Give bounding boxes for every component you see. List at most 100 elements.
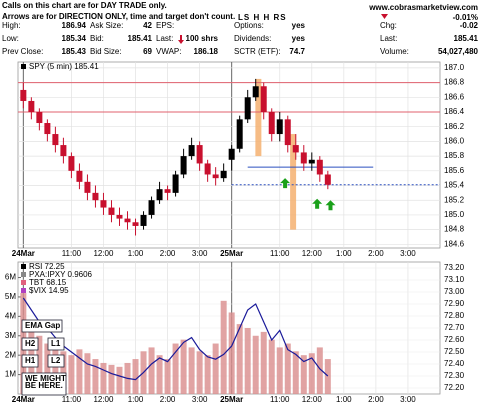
x-tick-label: 3:00 (400, 395, 416, 404)
x-tick-label: 1:00 (336, 249, 352, 258)
stat-value: 185.41 (454, 34, 479, 43)
x-tick-label: 12:00 (93, 395, 114, 404)
stat-value: 54,027,480 (438, 47, 479, 56)
y-tick-label: 186.4 (444, 107, 465, 116)
stat-label: SCTR (ETF): (234, 47, 281, 56)
y-tick-label: 4M (5, 311, 16, 320)
x-tick-label: 11:00 (62, 395, 82, 404)
y-tick-label: 186.2 (444, 122, 465, 131)
volume-bar (252, 335, 259, 394)
candle-body (188, 145, 195, 157)
legend-text: SPY (5 min) 185.41 (29, 62, 99, 71)
y2-tick-label: 72.20 (444, 383, 465, 392)
candle-body (292, 145, 299, 153)
candle-body (252, 86, 259, 98)
x-tick-label: 12:00 (93, 249, 114, 258)
candle-body (236, 119, 243, 149)
legend-swatch (21, 272, 26, 277)
volume-bar (100, 362, 107, 394)
stat-value: 185.43 (62, 47, 87, 56)
volume-bar (116, 366, 123, 394)
legend-swatch (21, 64, 26, 69)
y2-tick-label: 73.00 (444, 287, 465, 296)
stat-label: EPS: (156, 21, 174, 30)
y-tick-label: 184.8 (444, 225, 465, 234)
stat-value: 69 (143, 47, 152, 56)
x-tick-label: 1:00 (128, 395, 144, 404)
volume-bar (212, 343, 219, 394)
stat-label: Chg: (380, 21, 397, 30)
candle-body (108, 207, 115, 215)
stat-label: Prev Close: (2, 47, 43, 56)
annotation-text: H2 (25, 339, 36, 348)
y2-tick-label: 72.70 (444, 323, 465, 332)
annotation-box (21, 354, 39, 368)
x-tick-label: 11:00 (270, 249, 290, 258)
candle-body (92, 192, 99, 201)
y-tick-label: 185.0 (444, 210, 465, 219)
candle-body (116, 214, 123, 219)
candle-body (268, 111, 275, 135)
candle-body (276, 119, 283, 135)
candle-body (68, 156, 75, 171)
candle-body (228, 148, 235, 160)
candle-body (196, 145, 203, 164)
y-tick-label: 186.0 (444, 137, 465, 146)
x-tick-label: 11:00 (270, 395, 290, 404)
candle-body (60, 145, 67, 157)
legend-swatch (21, 264, 26, 269)
x-tick-label: 11:00 (62, 249, 82, 258)
x-tick-label: 3:00 (400, 249, 416, 258)
x-tick-label: 2:00 (160, 249, 176, 258)
stat-value: 74.7 (289, 47, 305, 56)
candle-body (308, 159, 315, 164)
y2-tick-label: 72.40 (444, 359, 465, 368)
down-arrow (178, 35, 184, 44)
legend-text: RSI 72.25 (29, 262, 65, 271)
legend-text: TBT 68.15 (29, 278, 67, 287)
change-pct: -0.01% (453, 13, 478, 22)
volume-bar (236, 324, 243, 394)
candle-body (300, 152, 307, 164)
candle-body (220, 170, 227, 179)
volume-bar (204, 355, 211, 394)
candle-body (260, 86, 267, 112)
volume-bar (180, 339, 187, 394)
candle-body (244, 97, 251, 120)
volume-bar (260, 331, 267, 394)
annotation-text: WE MIGHT BE HERE. (25, 374, 66, 390)
y-tick-label: 186.8 (444, 78, 465, 87)
x-tick-label: 2:00 (160, 395, 176, 404)
annotation-text: H1 (25, 356, 36, 365)
volume-bar (284, 343, 291, 394)
stat-value: 186.18 (194, 47, 219, 56)
volume-bar (76, 349, 83, 394)
volume-bar (228, 312, 235, 394)
volume-bar (268, 339, 275, 394)
y2-tick-label: 72.50 (444, 347, 465, 356)
candle-body (316, 159, 323, 175)
volume-bar (84, 353, 91, 394)
candle-body (36, 111, 43, 124)
volume-bar (292, 351, 299, 394)
y-tick-label: 186.6 (444, 92, 465, 101)
line-series (22, 297, 329, 381)
volume-bar (108, 364, 115, 394)
annotation-text: L1 (51, 339, 61, 348)
y2-tick-label: 72.80 (444, 311, 465, 320)
highlight-bar (255, 78, 262, 157)
candle-body (164, 189, 171, 193)
notice-text: Calls on this chart are for DAY TRADE on… (2, 1, 167, 10)
annotation-box (47, 337, 65, 351)
candle-body (52, 134, 59, 146)
y2-tick-label: 73.10 (444, 275, 465, 284)
stat-value: -0.02 (460, 21, 479, 30)
volume-bar (92, 359, 99, 394)
annotation-box (21, 372, 67, 396)
y2-tick-label: 72.60 (444, 335, 465, 344)
page-title: LS H H RS (238, 13, 287, 22)
candle-body (212, 174, 219, 179)
x-tick-label: 25Mar (220, 395, 243, 404)
x-tick-label: 24Mar (12, 395, 35, 404)
x-tick-label: 24Mar (12, 249, 35, 258)
